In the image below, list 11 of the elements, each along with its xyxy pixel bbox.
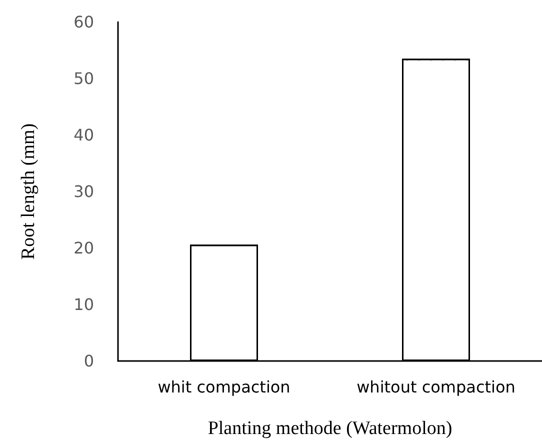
y-tick-label: 10: [74, 295, 94, 314]
y-tick-label: 0: [84, 352, 94, 370]
x-tick-label: whitout compaction: [356, 378, 516, 396]
y-axis-title: Root length (mm): [18, 123, 39, 260]
y-tick-label: 20: [74, 238, 94, 258]
y-tick-label: 50: [74, 69, 94, 88]
x-axis-title: Planting methode (Watermolon): [208, 418, 452, 439]
y-tick-label: 60: [74, 12, 94, 32]
y-tick-label: 30: [74, 182, 94, 201]
x-tick-label: whit compaction: [158, 378, 290, 396]
y-tick-label: 40: [74, 126, 94, 144]
